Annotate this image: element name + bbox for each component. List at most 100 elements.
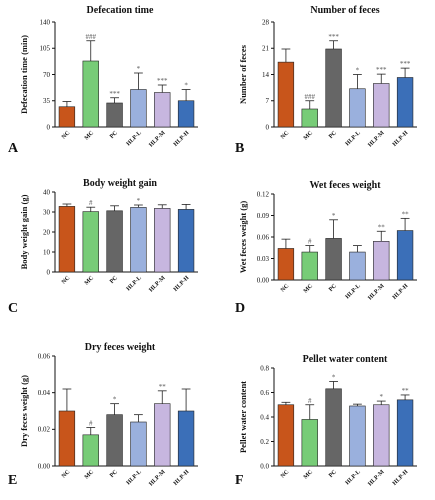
bar-mc [82, 434, 99, 467]
panel-letter: A [8, 141, 19, 156]
bar-hlp-l [349, 251, 366, 281]
y-tick-label: 0.8 [260, 364, 269, 372]
significance-mark: # [89, 420, 93, 428]
bar-pc [325, 48, 342, 128]
significance-mark: *** [400, 60, 411, 68]
y-tick-label: 0 [47, 268, 51, 276]
significance-mark: ** [159, 383, 167, 391]
significance-mark: * [332, 212, 336, 220]
y-tick-label: 0.06 [257, 233, 270, 241]
y-tick-label: 7 [266, 97, 270, 105]
significance-mark: # [89, 199, 93, 207]
bar-nc [58, 106, 76, 128]
y-tick-label: 0.0 [260, 462, 269, 470]
y-tick-label: 140 [40, 18, 51, 26]
x-tick-label: NC [61, 130, 71, 140]
y-tick-label: 0.4 [260, 413, 269, 421]
x-tick-label: HLP-H [173, 275, 191, 293]
panel-d: Wet feces weight Wet feces weight (g) 0.00… [235, 180, 417, 316]
bar-pc [325, 388, 342, 467]
y-tick-label: 10 [43, 248, 51, 256]
y-tick-label: 0 [47, 123, 51, 131]
significance-mark: * [184, 82, 188, 90]
bar-mc [301, 108, 318, 128]
panel-a: Defecation time Defecation time (min) 0 35 7… [8, 5, 198, 156]
x-tick-label: HLP-H [392, 469, 410, 487]
x-tick-label: HLP-H [392, 130, 410, 148]
y-tick-label: 70 [43, 71, 51, 79]
panel-e: Dry feces weight Dry feces weight (g) 0.00… [8, 342, 198, 488]
chart-title: Dry feces weight [85, 342, 156, 353]
x-tick-label: NC [280, 283, 290, 293]
panel-letter: C [8, 301, 18, 316]
x-tick-label: HLP-L [126, 469, 143, 486]
bar-pc [325, 238, 342, 281]
y-tick-label: 0.6 [260, 389, 269, 397]
x-tick-label: HLP-M [367, 283, 386, 302]
x-tick-label: HLP-H [173, 130, 191, 148]
bar-mc [301, 251, 318, 281]
significance-mark: *** [328, 33, 339, 41]
y-tick-label: 0 [266, 123, 270, 131]
bar-pc [106, 210, 123, 273]
bar-hlp-l [349, 405, 366, 467]
bar-nc [277, 248, 295, 281]
bar-hlp-h [177, 209, 195, 273]
x-tick-label: HLP-M [367, 469, 386, 488]
y-tick-label: 0.03 [257, 255, 270, 263]
bar-hlp-h [396, 230, 414, 281]
y-axis-label: Dry feces weight (g) [19, 375, 29, 447]
chart-title: Pellet water content [303, 354, 388, 365]
y-tick-label: 105 [40, 45, 51, 53]
bar-hlp-h [396, 399, 414, 467]
y-tick-label: 0.00 [38, 462, 51, 470]
bar-hlp-l [130, 421, 147, 467]
chart-title: Wet feces weight [309, 180, 381, 191]
x-tick-label: NC [61, 469, 71, 479]
y-tick-label: 14 [262, 71, 270, 79]
significance-mark: *** [109, 90, 120, 98]
y-tick-label: 0.09 [257, 212, 270, 220]
y-axis-label: Defecation time (min) [19, 35, 29, 114]
x-tick-label: NC [280, 130, 290, 140]
y-axis-label: Wet feces weight (g) [238, 201, 248, 274]
x-tick-label: HLP-L [345, 130, 362, 147]
bar-hlp-h [177, 410, 195, 467]
x-tick-label: PC [328, 283, 338, 293]
panel-f: Pellet water content Pellet water content… [235, 354, 417, 488]
x-tick-label: NC [61, 275, 71, 285]
significance-mark: *** [157, 77, 168, 85]
bar-hlp-h [396, 77, 414, 128]
panel-b: Number of feces Number of feces 0 7 14 21 28 NC… [235, 5, 417, 156]
bar-hlp-m [373, 83, 390, 128]
significance-mark: * [356, 67, 360, 75]
x-tick-label: HLP-M [148, 130, 167, 149]
x-tick-label: HLP-L [126, 275, 143, 292]
significance-mark: * [380, 393, 384, 401]
bar-hlp-m [154, 403, 171, 467]
y-tick-label: 28 [262, 18, 270, 26]
bar-hlp-l [130, 207, 147, 273]
bar-pc [106, 102, 123, 128]
significance-mark: ** [378, 223, 386, 231]
x-tick-label: MC [303, 283, 314, 294]
x-tick-label: HLP-M [367, 130, 386, 149]
y-tick-label: 0.02 [38, 426, 51, 434]
x-tick-label: PC [328, 130, 338, 140]
y-tick-label: 0.12 [257, 190, 270, 198]
chart-title: Body weight gain [83, 178, 157, 189]
x-tick-label: MC [84, 275, 95, 286]
bar-mc [82, 211, 99, 273]
chart-title: Number of feces [310, 5, 379, 16]
y-tick-label: 35 [43, 97, 51, 105]
x-tick-label: HLP-M [148, 469, 167, 488]
bar-hlp-l [130, 89, 147, 128]
x-tick-label: PC [328, 469, 338, 479]
bar-pc [106, 414, 123, 467]
significance-mark: ** [402, 210, 410, 218]
y-tick-label: 30 [43, 208, 51, 216]
bar-hlp-h [177, 100, 195, 128]
panel-letter: F [235, 473, 244, 488]
x-tick-label: HLP-H [392, 283, 410, 301]
bar-mc [82, 60, 99, 128]
